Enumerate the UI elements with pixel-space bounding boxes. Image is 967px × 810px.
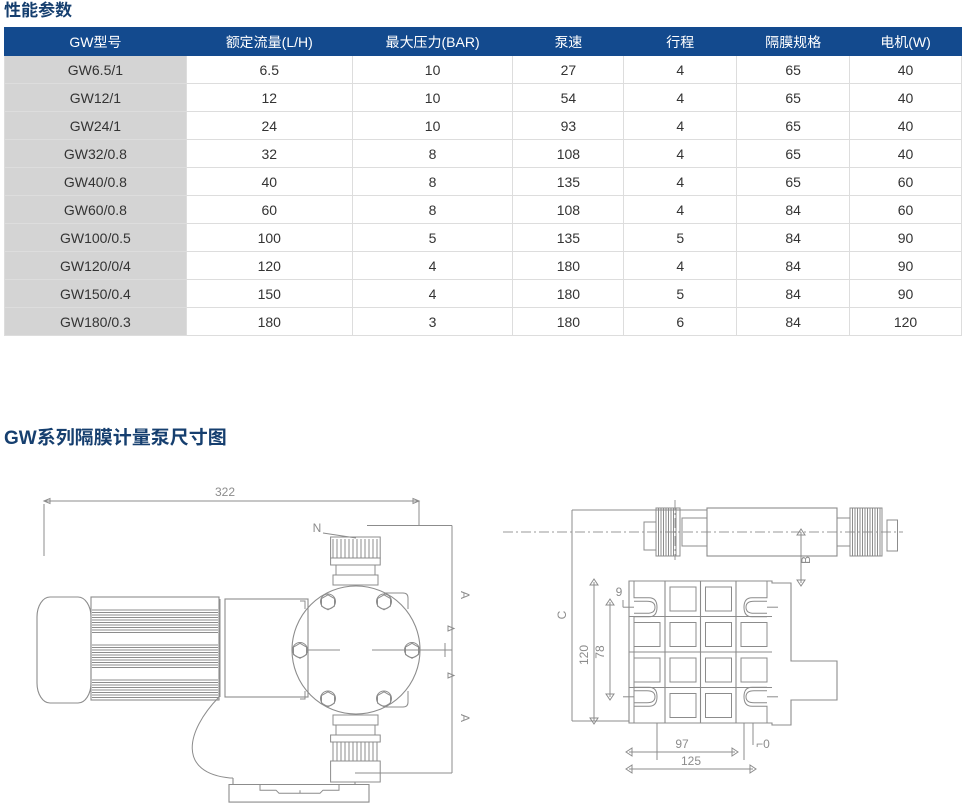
- svg-text:322: 322: [215, 485, 235, 499]
- svg-text:⌐0: ⌐0: [756, 737, 770, 751]
- svg-text:C: C: [555, 610, 569, 619]
- svg-text:78: 78: [593, 645, 607, 659]
- svg-text:N: N: [313, 521, 322, 535]
- svg-text:97: 97: [675, 737, 689, 751]
- svg-text:B: B: [799, 556, 813, 564]
- svg-text:A: A: [458, 714, 472, 722]
- svg-text:120: 120: [577, 645, 591, 665]
- svg-text:A: A: [458, 591, 472, 599]
- svg-text:9: 9: [616, 585, 623, 599]
- svg-text:125: 125: [681, 754, 701, 768]
